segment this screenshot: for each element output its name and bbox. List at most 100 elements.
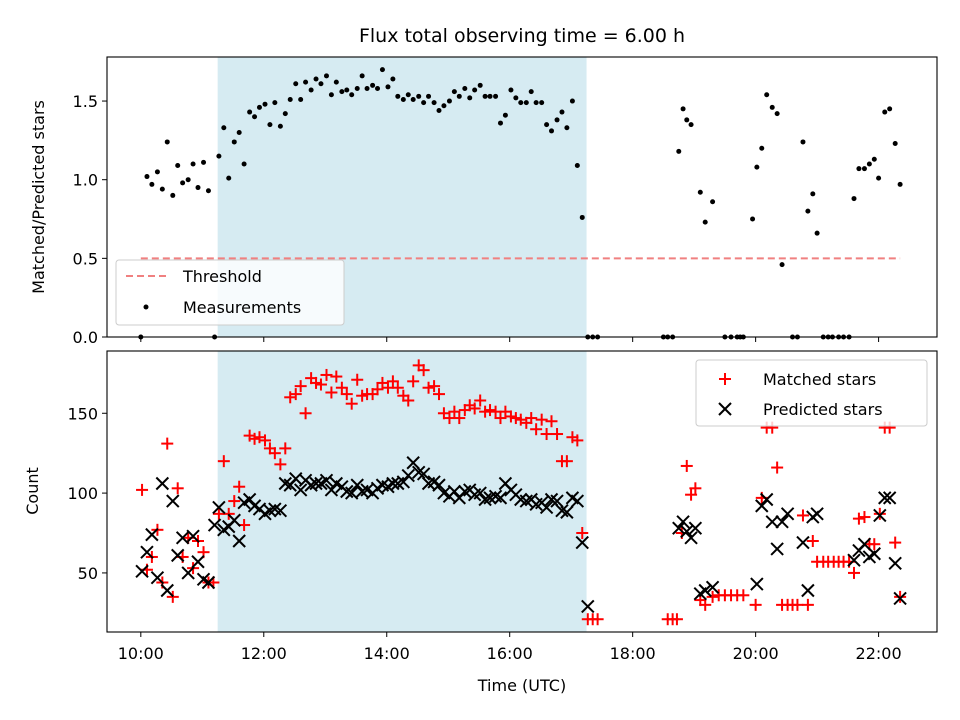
predicted-point-79 [539,500,554,515]
measurement-point-66 [477,82,483,88]
predicted-point-8 [175,531,190,545]
predicted-point-43 [355,484,369,499]
measurement-point-12 [201,159,207,165]
predicted-point-89 [676,515,690,529]
counts-y-axis-label: Count [23,467,42,515]
measurement-point-35 [318,81,324,87]
matched-point-0 [136,483,149,496]
measurement-point-71 [502,112,508,118]
measurement-point-93 [676,148,682,154]
measurement-point-16 [221,125,227,131]
matched-point-7 [171,482,184,495]
matched-point-99 [706,590,719,603]
matched-point-65 [468,402,481,415]
predicted-point-87 [581,599,595,614]
matched-point-124 [848,566,860,579]
predicted-point-14 [207,518,222,532]
predicted-point-13 [201,575,216,590]
predicted-point-75 [519,494,534,508]
predicted-point-31 [293,483,308,497]
matched-point-86 [576,527,589,540]
measurement-point-47 [379,67,385,73]
measurement-point-124 [851,196,857,202]
measurement-point-9 [185,177,191,183]
measurement-point-34 [313,76,319,82]
predicted-point-3 [150,571,165,585]
matched-point-109 [771,461,784,474]
measurement-point-30 [293,81,299,87]
measurement-point-98 [702,219,708,225]
measurement-point-115 [805,208,811,214]
matched-point-70 [494,412,507,425]
measurement-point-6 [170,192,176,198]
matched-point-79 [540,428,553,441]
measurement-point-61 [451,89,457,95]
matched-point-31 [294,380,307,393]
measurement-point-53 [410,96,416,102]
measurement-point-57 [431,100,437,106]
predicted-point-91 [684,531,698,545]
measurement-point-79 [544,122,550,128]
predicted-point-25 [263,503,277,518]
matched-point-85 [571,434,584,447]
predicted-point-42 [350,478,364,492]
matched-point-53 [407,375,420,388]
predicted-point-98 [759,492,774,507]
measurement-point-29 [287,96,293,102]
matched-point-96 [689,482,702,495]
measurement-point-108 [764,92,770,98]
measurement-point-37 [328,92,334,98]
measurement-point-60 [446,98,452,104]
matched-point-94 [680,459,693,472]
predicted-point-96 [750,577,764,591]
predicted-point-102 [780,507,795,521]
matched-point-16 [217,455,230,468]
matched-point-50 [391,381,404,394]
measurement-point-48 [385,84,391,90]
measurement-point-116 [810,191,816,197]
matched-point-115 [801,598,814,611]
counts-y-ticks: 50 100 150 [67,404,107,583]
counts-x-ticks: 10:00 12:00 14:00 16:00 18:00 20:00 22:00 [118,632,902,663]
measurement-point-58 [436,107,442,113]
predicted-point-52 [401,468,415,483]
predicted-point-97 [755,499,769,513]
measurement-point-20 [241,161,247,167]
matched-point-129 [873,507,886,520]
predicted-point-58 [432,478,446,492]
predicted-point-6 [166,494,180,508]
measurement-point-126 [861,166,867,172]
predicted-point-69 [488,489,503,503]
predicted-point-104 [801,583,815,598]
predicted-point-18 [227,513,241,527]
matched-point-42 [351,373,364,386]
measurement-point-76 [528,89,534,95]
counts-xtick-label-6: 22:00 [856,644,902,663]
ratio-y-ticks: 0.0 0.5 1.0 1.5 [73,92,107,347]
predicted-point-90 [680,524,694,539]
matched-point-83 [560,455,573,468]
measurement-point-78 [539,100,545,106]
measurement-point-111 [779,262,785,268]
measurement-point-105 [750,216,756,222]
measurement-point-51 [400,96,406,102]
matched-point-26 [268,447,281,460]
measurement-point-77 [533,100,539,106]
matched-point-58 [433,388,445,401]
measurement-point-52 [405,92,411,98]
measurement-point-94 [680,106,686,112]
predicted-point-10 [186,529,200,543]
measurement-point-50 [395,93,401,99]
counts-xtick-label-0: 10:00 [118,644,164,663]
measurement-point-97 [697,189,703,195]
measurement-point-75 [523,100,529,106]
predicted-point-100 [770,542,784,556]
measurement-point-18 [231,139,237,145]
matched-point-38 [330,370,343,383]
legend-threshold-label: Threshold [182,267,262,286]
matched-point-128 [868,538,881,551]
predicted-point-86 [575,535,589,550]
predicted-point-85 [570,494,585,508]
measurement-point-106 [754,164,760,170]
